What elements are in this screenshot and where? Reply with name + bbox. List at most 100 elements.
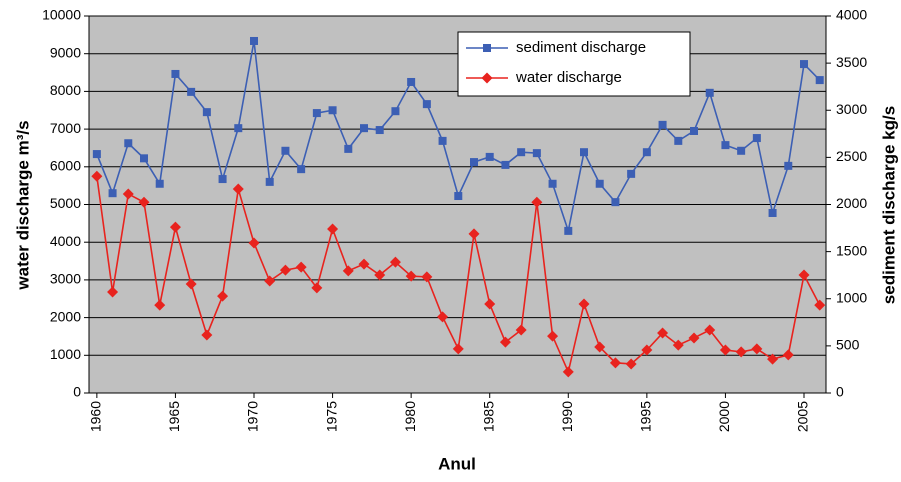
marker bbox=[548, 179, 557, 188]
y2-tick-label: 0 bbox=[836, 384, 844, 400]
marker bbox=[187, 87, 196, 96]
marker bbox=[264, 275, 276, 287]
x-tick-label: 1975 bbox=[323, 401, 339, 432]
marker bbox=[297, 165, 306, 174]
marker bbox=[751, 343, 763, 355]
marker bbox=[201, 329, 213, 341]
marker bbox=[625, 358, 637, 370]
marker bbox=[481, 72, 493, 84]
marker bbox=[532, 149, 541, 158]
marker bbox=[704, 324, 716, 336]
marker bbox=[735, 346, 747, 358]
marker bbox=[517, 148, 526, 157]
marker bbox=[265, 177, 274, 186]
marker bbox=[454, 192, 463, 201]
marker bbox=[421, 271, 433, 283]
marker bbox=[468, 228, 480, 240]
y-axis-title: water discharge m³/s bbox=[13, 120, 32, 290]
y-tick-label: 9000 bbox=[50, 44, 81, 60]
marker bbox=[627, 169, 636, 178]
marker bbox=[798, 269, 810, 281]
marker bbox=[562, 366, 574, 378]
marker bbox=[248, 237, 260, 249]
marker bbox=[564, 226, 573, 235]
y-tick-label: 0 bbox=[73, 384, 81, 400]
marker bbox=[768, 208, 777, 217]
marker bbox=[389, 256, 401, 268]
marker bbox=[641, 344, 653, 356]
marker bbox=[327, 223, 339, 235]
y-tick-label: 8000 bbox=[50, 82, 81, 98]
x-tick-label: 2005 bbox=[795, 401, 811, 432]
marker bbox=[642, 148, 651, 157]
marker bbox=[578, 298, 590, 310]
marker bbox=[375, 126, 384, 135]
x-tick-label: 1990 bbox=[559, 401, 575, 432]
marker bbox=[737, 146, 746, 155]
y-tick-label: 4000 bbox=[50, 233, 81, 249]
y-tick-label: 5000 bbox=[50, 195, 81, 211]
y-tick-label: 2000 bbox=[50, 308, 81, 324]
x-axis-title: Anul bbox=[438, 454, 476, 473]
marker bbox=[122, 188, 134, 200]
marker bbox=[800, 60, 808, 69]
marker bbox=[658, 120, 667, 129]
y-tick-label: 3000 bbox=[50, 271, 81, 287]
x-tick-label: 1970 bbox=[245, 401, 261, 432]
y2-tick-label: 1000 bbox=[836, 289, 867, 305]
marker bbox=[281, 146, 290, 155]
marker bbox=[154, 299, 166, 311]
y2-tick-label: 4000 bbox=[836, 7, 867, 23]
marker bbox=[91, 170, 103, 182]
marker bbox=[391, 107, 400, 116]
marker bbox=[485, 152, 494, 161]
marker bbox=[171, 69, 180, 78]
marker bbox=[814, 299, 826, 311]
marker bbox=[515, 324, 527, 336]
marker bbox=[218, 175, 227, 184]
marker bbox=[328, 106, 337, 115]
marker bbox=[595, 179, 604, 188]
y-tick-label: 7000 bbox=[50, 120, 81, 136]
y2-tick-label: 2000 bbox=[836, 195, 867, 211]
marker bbox=[279, 264, 291, 276]
y-tick-label: 10000 bbox=[42, 7, 81, 23]
x-tick-label: 1995 bbox=[638, 401, 654, 432]
marker bbox=[232, 183, 244, 195]
marker bbox=[342, 265, 354, 277]
marker bbox=[295, 261, 307, 273]
marker bbox=[767, 353, 779, 365]
legend-box bbox=[457, 31, 691, 97]
legend-label: water discharge bbox=[515, 69, 622, 86]
y-tick-label: 1000 bbox=[50, 346, 81, 362]
marker bbox=[672, 339, 684, 351]
marker bbox=[719, 344, 731, 356]
marker bbox=[815, 76, 824, 85]
marker bbox=[124, 139, 133, 148]
marker bbox=[705, 88, 714, 97]
marker bbox=[594, 341, 606, 353]
marker bbox=[452, 343, 464, 355]
marker bbox=[674, 136, 683, 145]
marker bbox=[234, 124, 243, 133]
marker bbox=[108, 189, 117, 198]
y2-tick-label: 500 bbox=[836, 337, 860, 353]
marker bbox=[547, 330, 559, 342]
marker bbox=[782, 349, 794, 361]
marker bbox=[169, 221, 181, 233]
legend: sediment discharge water discharge bbox=[457, 31, 691, 97]
marker bbox=[580, 148, 588, 157]
marker bbox=[422, 100, 431, 109]
x-tick-label: 2000 bbox=[716, 401, 732, 432]
y2-axis-title: sediment discharge kg/s bbox=[879, 106, 898, 304]
marker bbox=[312, 109, 321, 118]
marker bbox=[437, 311, 449, 323]
marker bbox=[484, 298, 496, 310]
y2-tick-label: 3500 bbox=[836, 54, 867, 70]
marker bbox=[358, 258, 370, 270]
marker bbox=[499, 336, 511, 348]
marker bbox=[657, 327, 669, 339]
marker bbox=[721, 141, 730, 150]
marker bbox=[155, 179, 164, 188]
